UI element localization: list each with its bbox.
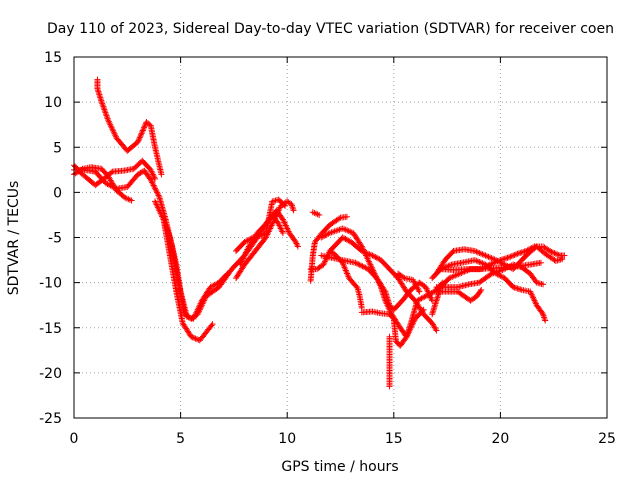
y-tick-label: -25 [39, 411, 62, 427]
data-point [101, 107, 107, 113]
series-track-17 [387, 334, 393, 390]
data-point [102, 110, 108, 116]
y-tick-label: 10 [44, 95, 62, 111]
y-tick-label: 15 [44, 50, 62, 66]
data-point [290, 206, 296, 212]
data-point [387, 383, 393, 389]
data-point [344, 214, 350, 220]
data-point [102, 108, 108, 114]
data-point [101, 105, 107, 111]
data-point [538, 260, 544, 266]
y-tick-label: -20 [39, 366, 62, 382]
data-point [542, 318, 548, 324]
y-tick-label: -15 [39, 321, 62, 337]
data-point [104, 113, 110, 119]
data-point [99, 101, 105, 107]
data-point [542, 316, 548, 322]
y-axis-label: SDTVAR / TECUs [6, 181, 22, 296]
data-point [100, 102, 106, 108]
series-track-7 [233, 198, 297, 281]
series-track-1 [94, 77, 164, 178]
data-point [540, 281, 546, 287]
x-tick-label: 15 [385, 431, 403, 447]
y-tick-label: -5 [48, 231, 62, 247]
sdtvar-chart: Day 110 of 2023, Sidereal Day-to-day VTE… [0, 0, 640, 480]
data-point [103, 111, 109, 117]
series-track-11 [308, 214, 350, 284]
x-tick-label: 20 [491, 431, 509, 447]
series-track-6 [161, 216, 216, 343]
data-points [71, 77, 567, 390]
x-axis-label: GPS time / hours [281, 459, 398, 475]
x-tick-label: 0 [70, 431, 79, 447]
y-tick-label: 0 [53, 185, 62, 201]
series-track-10 [310, 209, 322, 218]
data-point [99, 99, 105, 105]
x-tick-label: 25 [598, 431, 616, 447]
data-point [313, 211, 319, 217]
chart-title: Day 110 of 2023, Sidereal Day-to-day VTE… [47, 21, 614, 37]
x-tick-label: 5 [176, 431, 185, 447]
data-point [291, 207, 297, 213]
y-tick-label: -10 [39, 276, 62, 292]
x-tick-label: 10 [278, 431, 296, 447]
y-tick-label: 5 [53, 140, 62, 156]
data-point [100, 104, 106, 110]
data-point [158, 171, 164, 177]
